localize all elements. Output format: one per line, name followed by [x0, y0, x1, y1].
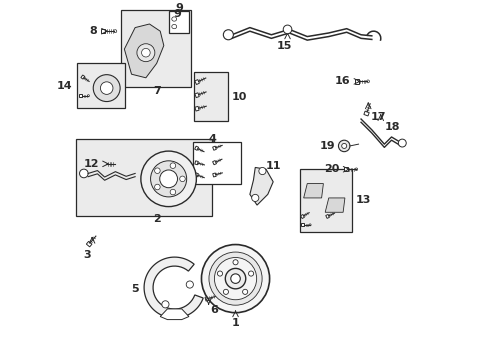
- Polygon shape: [81, 75, 84, 79]
- Bar: [300, 169, 351, 232]
- Circle shape: [180, 176, 185, 182]
- Circle shape: [341, 143, 346, 148]
- Circle shape: [223, 289, 228, 294]
- Polygon shape: [212, 173, 216, 177]
- Text: 8: 8: [89, 26, 97, 36]
- Bar: [192, 142, 241, 184]
- Polygon shape: [325, 198, 344, 212]
- Circle shape: [87, 95, 89, 97]
- Circle shape: [242, 289, 247, 294]
- Circle shape: [338, 140, 349, 152]
- Polygon shape: [86, 241, 92, 247]
- Ellipse shape: [171, 17, 176, 21]
- Circle shape: [114, 30, 117, 33]
- Bar: [79, 94, 81, 97]
- Text: 3: 3: [83, 250, 90, 260]
- Bar: [102, 162, 106, 166]
- Circle shape: [398, 139, 406, 147]
- Circle shape: [366, 80, 368, 83]
- Polygon shape: [300, 215, 304, 219]
- Circle shape: [170, 163, 175, 168]
- Circle shape: [225, 269, 245, 289]
- Polygon shape: [303, 184, 323, 198]
- Circle shape: [308, 224, 310, 226]
- Text: 1: 1: [231, 319, 239, 328]
- Circle shape: [93, 75, 120, 102]
- Circle shape: [170, 189, 175, 195]
- Text: 9: 9: [173, 9, 181, 19]
- Bar: [354, 79, 358, 84]
- Text: 5: 5: [131, 284, 139, 294]
- Bar: [344, 167, 347, 171]
- Polygon shape: [363, 111, 368, 116]
- Ellipse shape: [171, 24, 176, 29]
- Polygon shape: [325, 215, 329, 219]
- Polygon shape: [194, 80, 199, 85]
- Text: 18: 18: [384, 122, 400, 132]
- Text: 6: 6: [210, 305, 218, 315]
- Circle shape: [186, 281, 193, 288]
- Circle shape: [230, 274, 240, 283]
- Bar: [301, 223, 303, 226]
- Text: 14: 14: [57, 81, 72, 91]
- Circle shape: [150, 161, 186, 197]
- Text: 17: 17: [370, 112, 386, 122]
- Circle shape: [160, 170, 177, 188]
- Circle shape: [114, 162, 117, 165]
- Polygon shape: [124, 24, 163, 78]
- Circle shape: [283, 25, 291, 34]
- Bar: [169, 12, 188, 33]
- Text: 2: 2: [152, 215, 160, 224]
- Polygon shape: [195, 106, 199, 111]
- Bar: [194, 72, 228, 121]
- Circle shape: [201, 244, 269, 313]
- Circle shape: [142, 48, 150, 57]
- Circle shape: [100, 82, 113, 94]
- Polygon shape: [212, 146, 216, 150]
- Text: 11: 11: [265, 161, 281, 171]
- Bar: [77, 63, 125, 108]
- Circle shape: [214, 257, 256, 300]
- Polygon shape: [249, 167, 273, 205]
- Text: 9: 9: [175, 3, 183, 13]
- Circle shape: [354, 168, 357, 171]
- Circle shape: [258, 167, 265, 175]
- Polygon shape: [194, 161, 198, 165]
- Polygon shape: [130, 66, 134, 70]
- Text: 7: 7: [152, 86, 160, 96]
- Bar: [76, 139, 212, 216]
- Polygon shape: [144, 257, 203, 318]
- Polygon shape: [194, 173, 198, 177]
- Circle shape: [251, 194, 258, 202]
- Circle shape: [232, 260, 238, 265]
- Text: 20: 20: [324, 164, 339, 174]
- Polygon shape: [212, 161, 216, 165]
- Circle shape: [217, 271, 222, 276]
- Text: 16: 16: [334, 76, 350, 86]
- Text: 12: 12: [83, 159, 99, 169]
- Circle shape: [80, 169, 88, 178]
- Bar: [101, 29, 105, 33]
- Circle shape: [154, 168, 160, 174]
- Circle shape: [154, 184, 160, 190]
- Text: 10: 10: [231, 92, 247, 102]
- Circle shape: [223, 30, 233, 40]
- Polygon shape: [195, 93, 199, 98]
- Text: 19: 19: [319, 141, 334, 151]
- Circle shape: [248, 271, 253, 276]
- Polygon shape: [135, 28, 139, 33]
- Bar: [121, 10, 190, 87]
- Polygon shape: [194, 146, 198, 150]
- Circle shape: [162, 301, 169, 308]
- Text: 13: 13: [355, 195, 370, 205]
- Circle shape: [141, 151, 196, 207]
- Polygon shape: [160, 309, 188, 320]
- Text: 4: 4: [208, 134, 216, 144]
- Circle shape: [137, 44, 155, 62]
- Polygon shape: [204, 296, 209, 301]
- Circle shape: [208, 252, 262, 305]
- Text: 15: 15: [276, 41, 291, 51]
